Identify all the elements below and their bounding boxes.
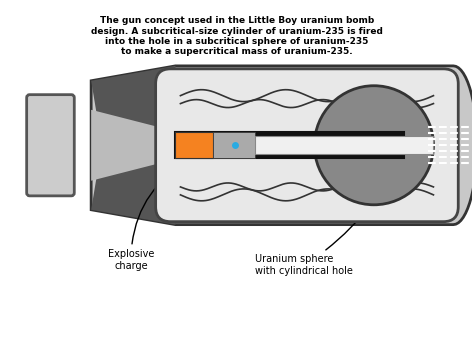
Polygon shape [91,110,175,181]
Polygon shape [91,150,175,225]
Polygon shape [91,66,175,140]
Bar [175,132,213,158]
FancyBboxPatch shape [27,95,74,196]
Circle shape [314,86,433,205]
Bar [255,136,433,154]
Bar [175,132,404,158]
Bar [213,132,255,158]
Text: Uranium cylinder
with neutron source: Uranium cylinder with neutron source [269,71,417,134]
Text: Uranium sphere
with cylindrical hole: Uranium sphere with cylindrical hole [255,203,371,276]
Text: Explosive
charge: Explosive charge [108,160,191,271]
Text: The gun concept used in the Little Boy uranium bomb
design. A subcritical-size c: The gun concept used in the Little Boy u… [91,16,383,56]
FancyBboxPatch shape [155,69,458,222]
Polygon shape [91,66,474,225]
